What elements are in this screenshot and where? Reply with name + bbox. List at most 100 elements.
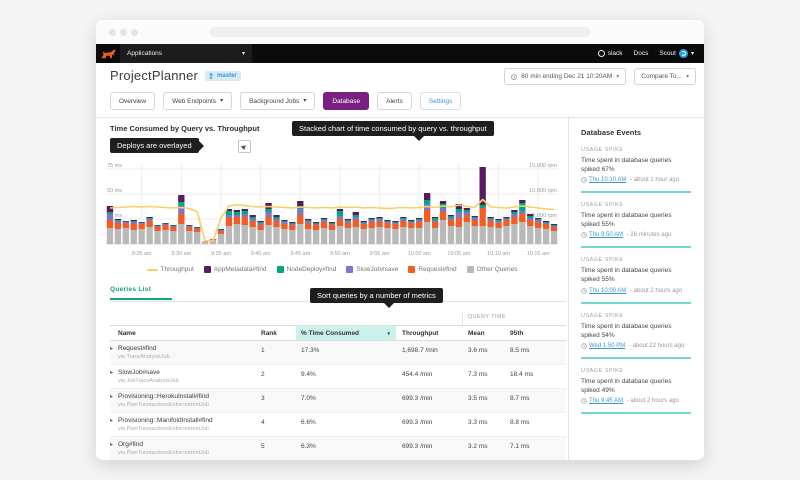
chart-bar-segment[interactable] [305, 220, 312, 221]
chart-bar-segment[interactable] [336, 219, 344, 226]
chart-bar-segment[interactable] [368, 228, 375, 244]
chart-bar-segment[interactable] [328, 224, 336, 225]
expand-row-icon[interactable]: ▸ [110, 346, 114, 352]
chart-bar-segment[interactable] [527, 216, 534, 218]
chart-bar-segment[interactable] [162, 230, 169, 244]
chart-bar-segment[interactable] [273, 219, 280, 221]
chart-bar-segment[interactable] [360, 221, 367, 222]
chart-bar-segment[interactable] [400, 217, 407, 218]
chart-bar-segment[interactable] [400, 219, 407, 221]
chart-bar-segment[interactable] [400, 221, 407, 227]
chart-bar-segment[interactable] [511, 212, 518, 214]
chart-bar-segment[interactable] [305, 219, 312, 220]
event-time-link[interactable]: Thu 10:00 AM [589, 287, 627, 294]
chart-bar-segment[interactable] [194, 227, 201, 229]
chart-bar-segment[interactable] [106, 212, 114, 214]
table-row[interactable]: ▸ Provisioning::ManifoldInstall#find via… [110, 413, 566, 437]
chart-bar-segment[interactable] [495, 221, 502, 223]
chart-bar-segment[interactable] [439, 208, 447, 212]
chart-bar-segment[interactable] [487, 221, 494, 227]
chart-bar-segment[interactable] [114, 219, 122, 220]
chart-bar-segment[interactable] [527, 214, 534, 216]
chart-bar-segment[interactable] [376, 218, 383, 219]
chart-bar-segment[interactable] [455, 204, 463, 209]
chart-bar-segment[interactable] [360, 224, 367, 229]
chart-bar-segment[interactable] [384, 220, 391, 221]
chart-bar-segment[interactable] [178, 195, 185, 202]
chart-bar-segment[interactable] [312, 223, 320, 224]
chart-bar-segment[interactable] [463, 212, 470, 215]
chart-bar-segment[interactable] [225, 215, 233, 218]
chart-bar-segment[interactable] [463, 222, 470, 244]
chart-bar-segment[interactable] [336, 211, 344, 216]
chart-bar-segment[interactable] [384, 221, 391, 222]
chart-bar-segment[interactable] [186, 226, 193, 227]
chart-bar-segment[interactable] [217, 229, 225, 231]
chart-bar-segment[interactable] [194, 232, 201, 244]
chart-bar-segment[interactable] [511, 224, 518, 244]
chart-bar-segment[interactable] [281, 220, 288, 221]
chart-bar-segment[interactable] [360, 223, 367, 224]
chart-bar-segment[interactable] [146, 227, 153, 244]
chart-bar-segment[interactable] [233, 212, 241, 215]
chart-bar-segment[interactable] [495, 220, 502, 221]
chart-bar-segment[interactable] [162, 224, 169, 225]
slack-link[interactable]: slack [597, 50, 623, 57]
legend-item[interactable]: Request#find [408, 266, 457, 273]
legend-item[interactable]: AppMetadata#find [203, 266, 267, 273]
chart-bar-segment[interactable] [154, 225, 161, 226]
tab-database[interactable]: Database [323, 92, 370, 110]
chart-bar-segment[interactable] [289, 222, 296, 223]
chart-bar-segment[interactable] [154, 231, 161, 244]
chart-bar-segment[interactable] [305, 229, 312, 244]
user-menu[interactable]: Scout ▾ [659, 49, 694, 58]
chart-bar-segment[interactable] [439, 212, 447, 220]
chart-bar-segment[interactable] [289, 223, 296, 224]
chart-bar-segment[interactable] [273, 215, 280, 217]
chart-bar-segment[interactable] [312, 224, 320, 225]
chart-bar-segment[interactable] [320, 228, 328, 244]
chart-bar-segment[interactable] [542, 221, 550, 222]
chart-bar-segment[interactable] [297, 224, 304, 244]
chart-bar-segment[interactable] [376, 219, 383, 221]
expand-row-icon[interactable]: ▸ [110, 418, 114, 424]
chart-bar-segment[interactable] [114, 229, 122, 244]
chart-bar-segment[interactable] [201, 242, 209, 244]
chart-bar-segment[interactable] [320, 219, 328, 220]
chart-bar-segment[interactable] [138, 222, 145, 223]
chart-bar-segment[interactable] [376, 217, 383, 218]
chart-bar-segment[interactable] [146, 218, 153, 219]
chart-bar-segment[interactable] [463, 208, 470, 210]
chart-bar-segment[interactable] [376, 221, 383, 227]
event-time-link[interactable]: Thu 10:10 AM [589, 177, 627, 184]
chart-bar-segment[interactable] [535, 219, 542, 220]
time-consumed-chart[interactable]: 75 ms 15,000 rpm 50 ms 10,000 rpm 25 ms 5,000… [104, 158, 560, 266]
chart-bar-segment[interactable] [162, 225, 169, 230]
chart-bar-segment[interactable] [281, 224, 288, 229]
col-time-consumed[interactable]: % Time Consumed ▼ [296, 326, 396, 340]
chart-bar-segment[interactable] [194, 227, 201, 228]
chart-bar-segment[interactable] [503, 218, 510, 219]
chart-bar-segment[interactable] [519, 211, 526, 214]
chart-bar-segment[interactable] [257, 222, 264, 223]
chart-bar-segment[interactable] [416, 222, 423, 228]
event-time-link[interactable]: Thu 9:50 AM [589, 232, 624, 239]
chart-bar-segment[interactable] [447, 215, 455, 216]
chart-bar-segment[interactable] [423, 200, 431, 204]
chart-bar-segment[interactable] [471, 226, 478, 244]
chart-bar-segment[interactable] [186, 225, 193, 227]
chart-bar-segment[interactable] [344, 219, 352, 220]
chart-bar-segment[interactable] [170, 226, 177, 227]
chart-bar-segment[interactable] [186, 227, 193, 231]
chart-bar-segment[interactable] [122, 228, 129, 244]
chart-bar-segment[interactable] [511, 214, 518, 217]
chart-bar-segment[interactable] [249, 217, 256, 219]
chart-bar-segment[interactable] [352, 217, 359, 220]
chart-bar-segment[interactable] [194, 229, 201, 232]
chart-bar-segment[interactable] [392, 224, 399, 229]
chart-bar-segment[interactable] [122, 221, 129, 222]
chart-bar-segment[interactable] [550, 227, 558, 231]
chart-bar-segment[interactable] [265, 212, 272, 217]
chart-bar-segment[interactable] [447, 226, 455, 244]
chart-bar-segment[interactable] [154, 225, 161, 227]
